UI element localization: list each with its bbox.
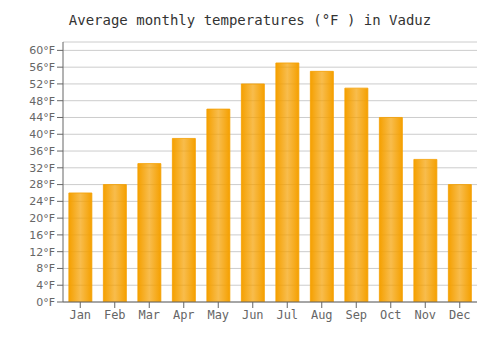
svg-text:52°F: 52°F — [29, 78, 55, 91]
svg-text:8°F: 8°F — [36, 262, 55, 275]
svg-text:44°F: 44°F — [29, 111, 55, 124]
svg-text:Nov: Nov — [414, 308, 436, 322]
svg-text:Jul: Jul — [276, 308, 298, 322]
svg-text:Sep: Sep — [345, 308, 367, 322]
svg-text:48°F: 48°F — [29, 95, 55, 108]
svg-text:Oct: Oct — [380, 308, 402, 322]
html-text:Average monthly temperatures (: Average monthly temperatures (°F ) in Va… — [68, 12, 432, 28]
svg-text:20°F: 20°F — [29, 212, 55, 225]
svg-text:Jan: Jan — [69, 308, 91, 322]
svg-text:4°F: 4°F — [36, 279, 55, 292]
svg-text:60°F: 60°F — [29, 44, 55, 57]
svg-text:Aug: Aug — [311, 308, 333, 322]
svg-text:36°F: 36°F — [29, 145, 55, 158]
svg-text:Apr: Apr — [173, 308, 195, 322]
svg-text:0°F: 0°F — [36, 296, 55, 309]
svg-text:May: May — [207, 308, 229, 322]
svg-text:24°F: 24°F — [29, 195, 55, 208]
svg-text:28°F: 28°F — [29, 178, 55, 191]
svg-text:16°F: 16°F — [29, 229, 55, 242]
svg-text:Feb: Feb — [104, 308, 126, 322]
svg-text:40°F: 40°F — [29, 128, 55, 141]
svg-text:Mar: Mar — [138, 308, 160, 322]
svg-text:Jun: Jun — [242, 308, 264, 322]
svg-text:Dec: Dec — [449, 308, 471, 322]
svg-text:12°F: 12°F — [29, 246, 55, 259]
svg-text:32°F: 32°F — [29, 162, 55, 175]
svg-text:56°F: 56°F — [29, 61, 55, 74]
